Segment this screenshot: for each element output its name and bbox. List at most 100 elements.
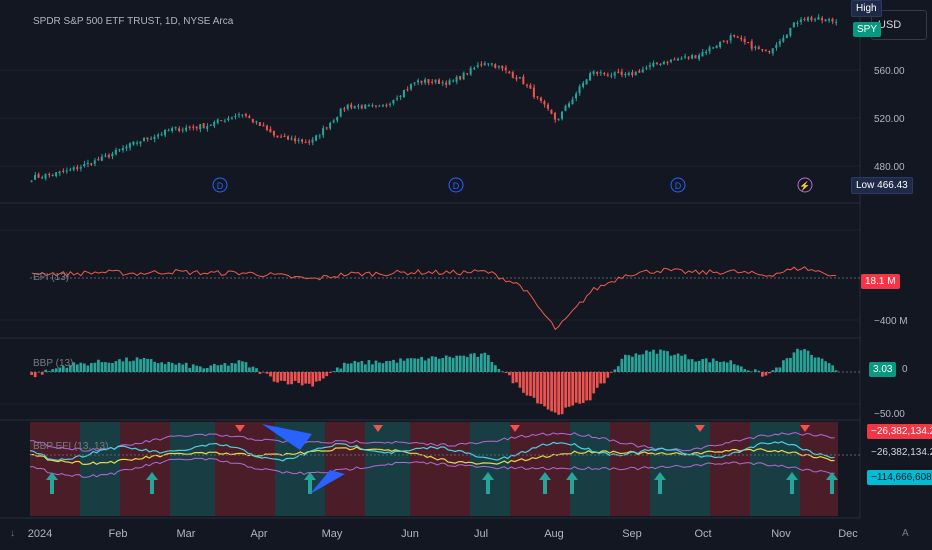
bbp-bar xyxy=(571,372,575,406)
bbp-bar xyxy=(715,360,719,372)
buy-arrow xyxy=(304,472,316,494)
bbp-bar xyxy=(335,367,339,372)
candle-body xyxy=(163,129,167,136)
candle-body xyxy=(388,103,391,105)
candle-body xyxy=(336,117,339,121)
bbp-bar xyxy=(82,363,86,372)
candle-body xyxy=(659,63,662,65)
bbp-bar xyxy=(234,363,237,372)
bbp-bar xyxy=(539,372,543,404)
bbp-bar xyxy=(483,352,487,372)
dividend-label: D xyxy=(217,181,224,191)
candle-body xyxy=(199,124,202,130)
bbp-bar xyxy=(616,366,620,372)
candle-body xyxy=(343,108,346,110)
bbp-efi-bg-zone xyxy=(120,422,170,516)
bbp-bar xyxy=(441,358,445,372)
candle-body xyxy=(438,79,441,84)
bbp-efi-bg-zone xyxy=(80,422,120,516)
bbp-bar xyxy=(364,364,367,372)
candle-body xyxy=(708,47,711,52)
candle-body xyxy=(139,141,142,144)
bbp-bar xyxy=(269,372,272,377)
bbp-bar xyxy=(307,372,311,384)
candle-body xyxy=(603,72,606,75)
candle-body xyxy=(34,175,37,180)
bbp-bar xyxy=(834,370,838,372)
candle-body xyxy=(733,35,736,37)
candle-body xyxy=(719,41,722,48)
candle-body xyxy=(620,71,623,75)
bbp-bar xyxy=(662,350,666,372)
candle-body xyxy=(181,129,184,131)
candle-body xyxy=(132,141,135,145)
candle-body xyxy=(662,61,665,65)
candle-body xyxy=(114,149,117,155)
bbp-bar xyxy=(153,361,156,372)
bbp-efi-bg-zone xyxy=(170,422,215,516)
bbp-bar xyxy=(342,362,346,372)
bbp-bar xyxy=(184,362,188,372)
date-tick-sep: Sep xyxy=(622,528,642,540)
candle-body xyxy=(690,55,693,59)
candle-body xyxy=(715,45,718,48)
candle-body xyxy=(297,139,300,141)
dividend-marker xyxy=(212,177,228,193)
bbp-bar xyxy=(782,360,785,372)
bbp-bar xyxy=(381,363,385,372)
candle-body xyxy=(283,135,286,137)
bbp-bar xyxy=(764,372,768,376)
price-tick-2: 520.00 xyxy=(874,114,905,125)
candle-body xyxy=(459,76,462,80)
candle-body xyxy=(276,135,279,138)
timezone-icon[interactable]: ↓ xyxy=(10,528,15,539)
candle-body xyxy=(160,134,163,136)
bbp-bar xyxy=(451,357,455,372)
candle-body xyxy=(697,55,700,59)
auto-scale-icon[interactable]: A xyxy=(902,528,909,539)
bbp-bar xyxy=(564,372,567,408)
bbp-bar xyxy=(304,372,308,384)
bbp-bar xyxy=(722,361,726,372)
bbp-bar xyxy=(462,355,466,372)
bbp-bar xyxy=(279,372,283,381)
bbp-bar xyxy=(100,362,104,372)
candle-body xyxy=(740,37,743,40)
candle-body xyxy=(178,128,181,131)
bbp-bar xyxy=(227,365,230,372)
bbp-bar xyxy=(739,366,743,372)
candle-body xyxy=(778,41,781,45)
candle-body xyxy=(209,124,212,126)
candle-body xyxy=(564,105,567,111)
bbp-bar xyxy=(701,359,705,372)
candle-body xyxy=(754,46,757,48)
bbp-bar xyxy=(785,358,789,372)
bbp-bar xyxy=(177,362,181,372)
candle-body xyxy=(466,73,469,75)
candle-body xyxy=(582,83,585,87)
candle-body xyxy=(445,82,448,85)
bbp-bar xyxy=(230,362,234,372)
candle-body xyxy=(546,104,549,109)
candle-body xyxy=(206,126,209,129)
candle-body xyxy=(76,167,79,169)
candle-body xyxy=(406,89,409,91)
bbp-bar xyxy=(574,372,578,403)
candle-body xyxy=(272,131,275,136)
candle-body xyxy=(83,164,86,167)
bbp-bar xyxy=(627,355,631,372)
bbp-bar xyxy=(560,372,564,415)
bbp-bar xyxy=(132,360,135,372)
bbp-bar xyxy=(434,356,438,372)
bbp-bar xyxy=(799,350,803,372)
candle-body xyxy=(610,75,613,77)
bbp-bar xyxy=(775,367,778,372)
candle-body xyxy=(223,120,226,122)
bbp-bar xyxy=(125,357,128,372)
sell-arrow xyxy=(800,425,810,432)
candle-body xyxy=(62,170,65,172)
bbp-bar xyxy=(251,366,255,372)
bbp-bar xyxy=(181,364,185,372)
bbp-bar xyxy=(525,372,529,396)
